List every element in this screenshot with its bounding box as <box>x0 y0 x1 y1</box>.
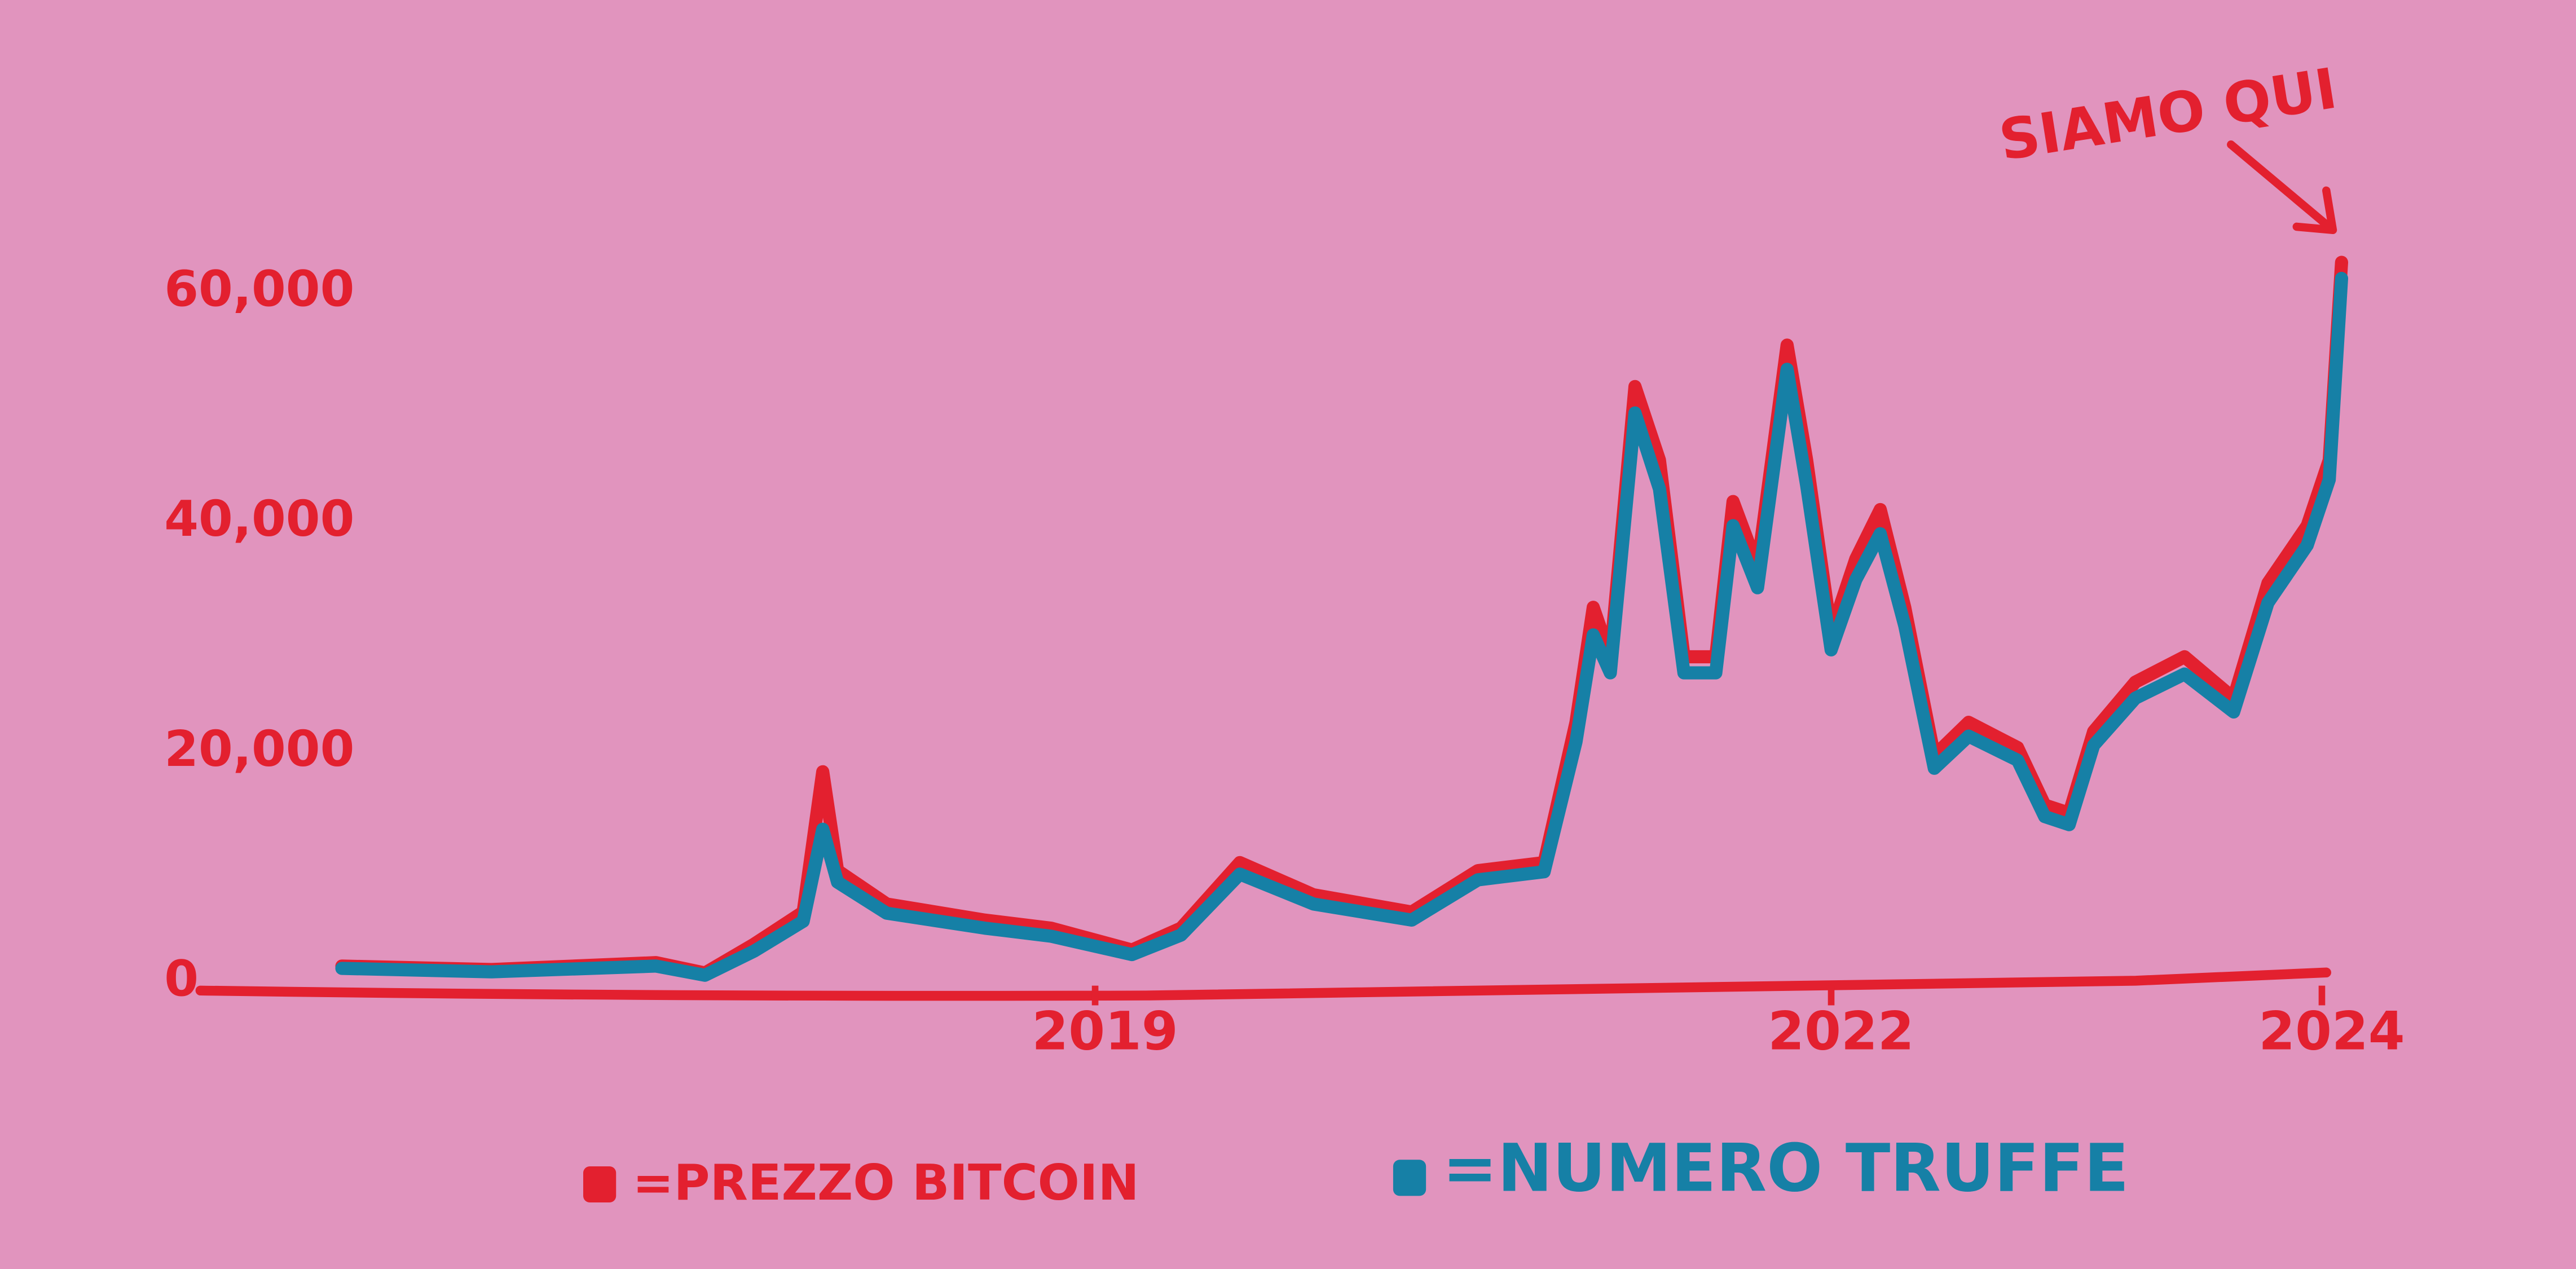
x-tick-label: 2024 <box>2258 1000 2405 1061</box>
y-tick-label: 40,000 <box>164 490 354 548</box>
y-tick-label: 20,000 <box>164 720 354 778</box>
legend-label: =PREZZO BITCOIN <box>632 1154 1139 1211</box>
y-tick-label: 60,000 <box>164 260 354 318</box>
x-axis <box>195 967 2332 1001</box>
legend-swatch <box>1393 1160 1426 1196</box>
series-line <box>335 272 2349 982</box>
legend-label: =NUMERO TRUFFE <box>1442 1130 2129 1206</box>
annotation-arrow <box>2227 140 2337 235</box>
legend-swatch <box>583 1166 617 1203</box>
x-tick-label: 2019 <box>1032 1000 1178 1061</box>
x-tick-label: 2022 <box>1768 1000 1914 1061</box>
y-tick-label: 0 <box>164 950 199 1008</box>
